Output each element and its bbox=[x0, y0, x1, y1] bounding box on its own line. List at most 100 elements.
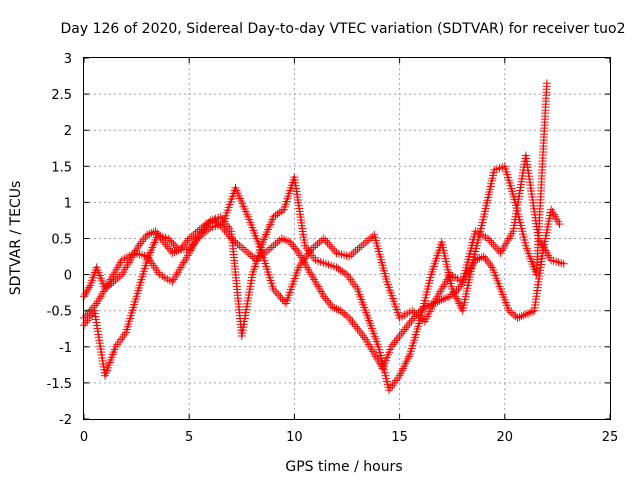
data-point bbox=[336, 306, 345, 315]
data-point bbox=[441, 294, 450, 303]
data-point bbox=[139, 235, 148, 244]
data-point bbox=[353, 245, 362, 254]
x-tick-label: 5 bbox=[185, 430, 193, 445]
data-point bbox=[542, 79, 551, 88]
data-point bbox=[309, 243, 318, 252]
data-point bbox=[235, 241, 244, 250]
data-point bbox=[332, 263, 341, 272]
data-point bbox=[136, 239, 145, 248]
data-point bbox=[330, 303, 339, 312]
data-point bbox=[315, 238, 324, 247]
data-point bbox=[187, 232, 196, 241]
data-point bbox=[513, 313, 522, 322]
data-point bbox=[319, 234, 328, 243]
data-point bbox=[345, 313, 354, 322]
data-point bbox=[191, 229, 200, 238]
data-point bbox=[324, 298, 333, 307]
data-point bbox=[357, 241, 366, 250]
y-tick-label: 1 bbox=[64, 196, 72, 211]
data-point bbox=[555, 220, 564, 229]
x-tick-label: 0 bbox=[80, 430, 88, 445]
data-point bbox=[151, 227, 160, 236]
data-point bbox=[277, 234, 286, 243]
data-point bbox=[287, 240, 296, 249]
data-point bbox=[197, 230, 206, 239]
tick-layer: 0 5 10 15 20 25 -2 -1.5 -1 -0.5 0 0.5 1 1.5 2 2.5 3 bbox=[47, 52, 619, 445]
data-point bbox=[181, 238, 190, 247]
data-point bbox=[87, 305, 96, 314]
data-point bbox=[361, 238, 370, 247]
data-point bbox=[437, 295, 446, 304]
data-point bbox=[165, 236, 174, 245]
data-point bbox=[199, 229, 208, 238]
data-point bbox=[263, 247, 272, 256]
data-point bbox=[358, 331, 367, 340]
data-point bbox=[343, 312, 351, 321]
data-point bbox=[286, 238, 295, 247]
data-point bbox=[416, 313, 425, 322]
data-point bbox=[319, 292, 328, 301]
data-point bbox=[273, 238, 282, 247]
data-point bbox=[323, 238, 332, 247]
data-point bbox=[334, 305, 343, 314]
data-point bbox=[439, 294, 448, 303]
data-point bbox=[289, 242, 298, 251]
data-point bbox=[483, 234, 492, 243]
data-point bbox=[269, 285, 278, 294]
data-point bbox=[271, 211, 280, 220]
data-point bbox=[145, 229, 154, 238]
data-point bbox=[523, 309, 532, 318]
data-point bbox=[269, 241, 278, 250]
data-point bbox=[204, 225, 213, 234]
data-point bbox=[237, 243, 246, 252]
data-point bbox=[407, 316, 416, 325]
data-point bbox=[505, 306, 514, 315]
x-tick-label: 10 bbox=[286, 430, 303, 445]
data-point bbox=[89, 303, 98, 312]
data-point bbox=[265, 245, 274, 254]
data-point bbox=[345, 252, 354, 261]
data-point bbox=[313, 239, 322, 248]
data-point bbox=[242, 247, 251, 256]
data-point bbox=[410, 308, 419, 317]
data-point bbox=[412, 310, 421, 319]
data-point bbox=[393, 334, 402, 343]
data-point bbox=[85, 283, 94, 292]
data-point bbox=[388, 340, 397, 349]
data-point bbox=[193, 234, 202, 243]
data-point bbox=[267, 243, 276, 252]
y-tick-label: 2 bbox=[64, 124, 72, 139]
y-tick-label: 3 bbox=[64, 52, 72, 67]
data-point bbox=[398, 327, 407, 336]
y-tick-label: 1.5 bbox=[51, 160, 72, 175]
data-point bbox=[311, 241, 320, 250]
data-point bbox=[325, 240, 334, 249]
data-point bbox=[509, 310, 518, 319]
data-point bbox=[134, 241, 143, 250]
data-point bbox=[163, 242, 172, 251]
data-point bbox=[275, 208, 284, 217]
data-point bbox=[330, 246, 339, 255]
data-point bbox=[332, 304, 341, 313]
data-point bbox=[519, 311, 528, 320]
data-point bbox=[402, 323, 411, 332]
y-tick-label: -1 bbox=[59, 341, 72, 356]
data-point bbox=[248, 252, 257, 261]
data-point bbox=[183, 236, 192, 245]
data-point bbox=[360, 333, 369, 342]
data-point bbox=[168, 248, 177, 257]
data-point bbox=[491, 242, 500, 251]
data-point bbox=[404, 321, 413, 330]
data-point bbox=[113, 274, 122, 283]
data-point bbox=[107, 279, 116, 288]
data-point bbox=[169, 239, 178, 248]
data-point bbox=[481, 254, 490, 263]
y-tick-label: -2 bbox=[59, 413, 72, 428]
data-point bbox=[387, 342, 396, 351]
data-point bbox=[83, 309, 92, 318]
data-point bbox=[395, 331, 404, 340]
data-point bbox=[346, 316, 355, 325]
data-point bbox=[170, 248, 179, 257]
y-tick-label: 2.5 bbox=[51, 88, 72, 103]
